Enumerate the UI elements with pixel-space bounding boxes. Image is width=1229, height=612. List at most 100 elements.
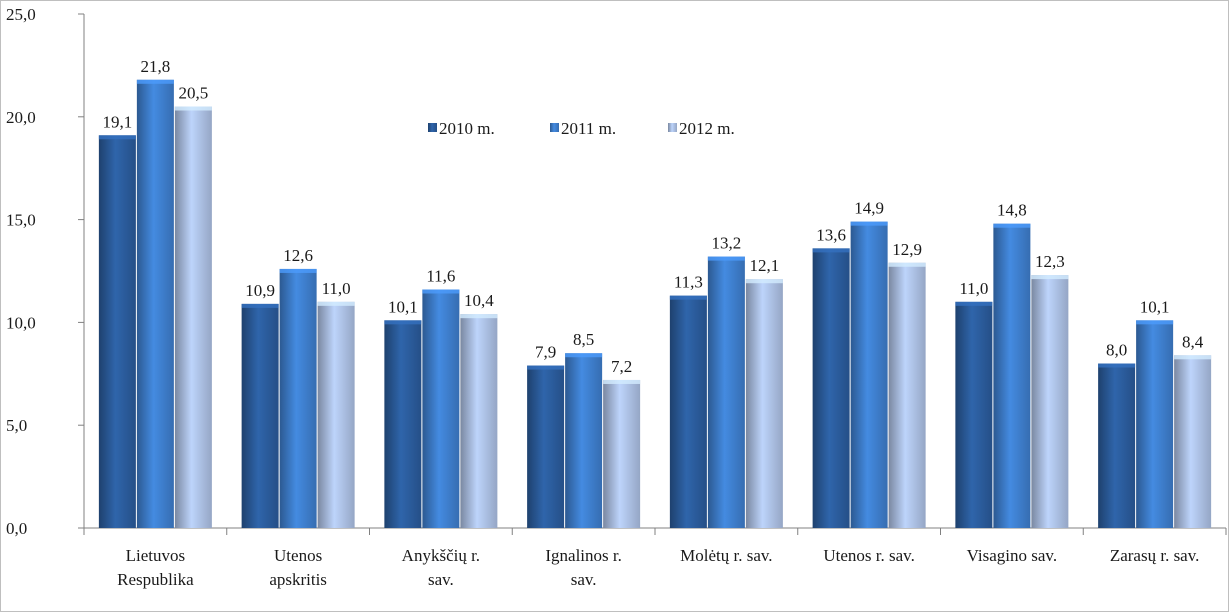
data-label: 14,9 [854,199,884,218]
bar-top-highlight [136,79,174,84]
bar-top-highlight [850,221,888,226]
bar [1098,363,1136,528]
data-label: 10,9 [245,281,275,300]
x-tick-label: sav. [571,570,597,589]
bar-top-highlight [745,279,783,284]
bar-top-highlight [1098,363,1136,368]
bar [888,262,926,528]
data-label: 8,0 [1106,341,1127,360]
legend-label: 2012 m. [679,119,735,138]
x-tick-label: Respublika [117,570,194,589]
bar [850,221,888,528]
bar-top-highlight [174,106,212,111]
y-tick-label: 25,0 [6,5,36,24]
data-label: 20,5 [179,84,209,103]
bars [98,79,1212,529]
legend-swatch [550,123,559,132]
bar [812,248,850,528]
category-labels: Lietuvos Respublika Utenos apskritis Anykšči… [117,546,1199,589]
data-label: 11,6 [426,267,455,286]
data-label: 7,2 [611,357,632,376]
bar [98,135,136,528]
data-label: 8,5 [573,330,594,349]
y-tick-label: 20,0 [6,108,36,127]
bar [745,279,783,528]
x-tick-label: sav. [428,570,454,589]
bar-top-highlight [1174,355,1212,360]
bar [241,303,279,528]
bar-top-highlight [317,301,355,306]
bar [527,365,565,528]
data-label: 12,6 [283,246,313,265]
bar [669,295,707,528]
bar-top-highlight [98,135,136,140]
bar [707,256,745,528]
data-label: 13,6 [816,225,846,244]
bar-top-highlight [527,365,565,370]
y-tick-label: 15,0 [6,211,36,230]
bar [384,320,422,528]
bar-top-highlight [279,268,317,273]
y-tick-label: 5,0 [6,416,27,435]
y-tick-label: 10,0 [6,313,36,332]
data-label: 12,9 [892,240,922,259]
x-tick-label: apskritis [269,570,327,589]
bar [460,314,498,528]
data-labels: 19,1 21,8 20,5 10,9 12,6 11,0 10,1 11,6 10,4 7,9 8… [103,57,1204,376]
data-label: 11,3 [674,273,703,292]
legend: 2010 m. 2011 m. 2012 m. [428,119,735,138]
legend-swatch [668,123,677,132]
data-label: 10,1 [388,297,418,316]
legend-label: 2010 m. [439,119,495,138]
data-label: 13,2 [712,234,742,253]
x-tick-label: Utenos r. sav. [823,546,914,565]
bar [993,223,1031,528]
x-tick-label: Molėtų r. sav. [680,546,772,565]
bar-top-highlight [460,314,498,319]
bar-top-highlight [888,262,926,267]
bar [565,353,603,528]
bar-top-highlight [384,320,422,325]
bar-top-highlight [422,289,460,294]
bar-top-highlight [669,295,707,300]
x-tick-label: Ignalinos r. [545,546,622,565]
y-tick-label: 0,0 [6,519,27,538]
bar-top-highlight [1136,320,1174,325]
legend-label: 2011 m. [561,119,616,138]
data-label: 14,8 [997,201,1027,220]
bar-top-highlight [955,301,993,306]
bar-top-highlight [1031,275,1069,280]
bar-top-highlight [603,379,641,384]
bar-top-highlight [565,353,603,358]
data-label: 11,0 [959,279,988,298]
bar [279,268,317,528]
data-label: 7,9 [535,343,556,362]
legend-swatch [428,123,437,132]
bar [603,379,641,528]
bar [1136,320,1174,528]
bar [1174,355,1212,528]
data-label: 10,4 [464,291,494,310]
x-tick-label: Zarasų r. sav. [1110,546,1200,565]
data-label: 21,8 [141,57,171,76]
bar-top-highlight [707,256,745,261]
data-label: 8,4 [1182,332,1204,351]
x-tick-label: Utenos [274,546,322,565]
x-tick-label: Lietuvos [126,546,186,565]
bar-top-highlight [993,223,1031,228]
data-label: 19,1 [103,112,133,131]
bar [136,79,174,529]
bar-top-highlight [812,248,850,253]
data-label: 12,1 [750,256,780,275]
x-tick-label: Anykščių r. [402,546,480,565]
data-label: 10,1 [1140,297,1170,316]
y-axis: 0,0 5,0 10,0 15,0 20,0 25,0 [6,5,85,538]
x-tick-label: Visagino sav. [967,546,1057,565]
bar [955,301,993,528]
bar [174,106,212,529]
bar [317,301,355,528]
data-label: 12,3 [1035,252,1065,271]
data-label: 11,0 [322,279,351,298]
bar [1031,275,1069,528]
